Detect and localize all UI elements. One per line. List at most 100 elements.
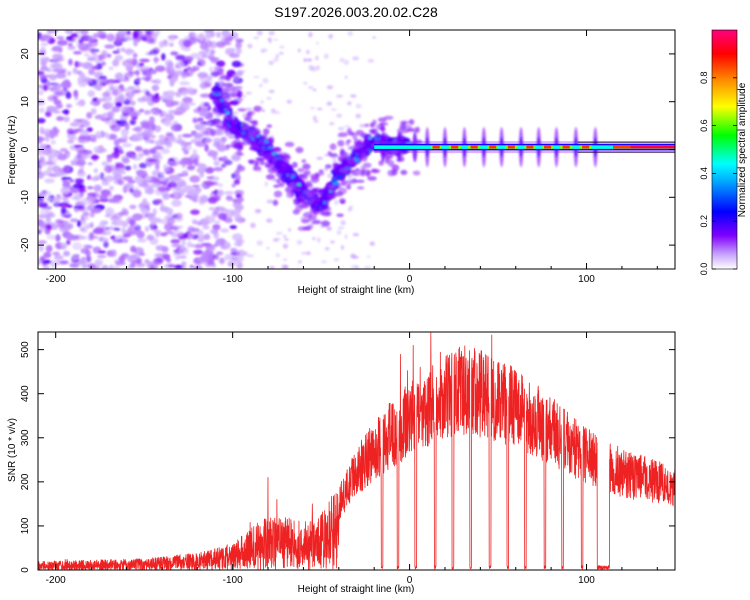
spectrogram-blob [49, 73, 57, 81]
spectrogram-blob [216, 31, 222, 38]
spectrogram-blob [316, 107, 323, 111]
spectrogram-blob [122, 233, 131, 238]
spectrogram-blob [242, 95, 246, 98]
spectrogram-blob [101, 264, 109, 269]
spectrogram-blob [71, 235, 80, 240]
spectrogram-blob [89, 232, 95, 241]
spectrogram-blob [323, 53, 329, 59]
spectrogram-blob [108, 66, 114, 71]
spectrogram-blob [61, 109, 70, 114]
spectrogram-blob [50, 30, 59, 34]
spectrogram-blob [101, 50, 108, 56]
spectrogram-blob [136, 77, 141, 82]
spectrogram-blob [324, 164, 332, 169]
spectrogram-blob [92, 191, 100, 199]
spectrogram-ytick-label: 0 [20, 146, 31, 152]
spectrogram-blob [145, 90, 151, 96]
spectrogram-blob [126, 30, 131, 35]
spectrogram-blob [89, 222, 94, 229]
spectrogram-blob [121, 227, 126, 235]
spectrogram-blob [106, 117, 114, 121]
spectrogram-xtick-label: -100 [223, 274, 243, 285]
spectrogram-blob [39, 57, 50, 62]
spectrogram-blob [253, 36, 259, 40]
spectrogram-blob [218, 257, 225, 265]
spectrogram-blob [145, 30, 152, 35]
spectrogram-blob [273, 147, 281, 151]
spectrogram-blob [55, 219, 64, 224]
spectrogram-blob [154, 198, 163, 204]
spectrogram-blob [132, 163, 138, 170]
spectrogram-blob [46, 234, 57, 240]
spectrogram-blob [56, 103, 63, 109]
spectrogram-blob [78, 124, 85, 129]
spectrogram-blob [273, 237, 281, 241]
spectrogram-blob [63, 116, 70, 123]
spectrogram-blob [341, 152, 350, 160]
spectrogram-blob [265, 174, 276, 180]
figure-title: S197.2026.003.20.02.C28 [274, 4, 438, 20]
spectrogram-blob [86, 127, 93, 133]
spectrogram-blob [143, 131, 152, 138]
spectrogram-blob [205, 167, 215, 174]
spectrogram-blob [60, 57, 65, 61]
spectrogram-blob [291, 161, 298, 168]
spectrogram-blob [160, 202, 165, 211]
spectrogram-blob [114, 72, 124, 80]
spectrogram-blob [399, 123, 406, 131]
snr-plot-area [38, 332, 675, 570]
spectrogram-blob [391, 164, 400, 172]
spectrogram-blob [340, 200, 346, 205]
spectrogram-blob [149, 148, 157, 154]
spectrogram-blob [39, 73, 47, 81]
spectrogram-blob [283, 234, 287, 238]
spectrogram-blob [67, 43, 73, 47]
spectrogram-blob [187, 66, 192, 71]
spectrogram-blob [328, 184, 336, 190]
carrier-peak [451, 145, 459, 149]
spectrogram-blob [355, 129, 365, 136]
spectrogram-blob [106, 33, 116, 42]
spectrogram-blob [217, 110, 223, 115]
spectrogram-blob [124, 183, 135, 190]
spectrogram-blob [59, 68, 67, 73]
spectrogram-blob [237, 108, 247, 112]
spectrogram-blob [112, 168, 122, 177]
spectrogram-blob [275, 53, 280, 59]
carrier-tail-core [630, 145, 675, 149]
spectrogram-blob [214, 254, 219, 261]
spectrogram-blob [149, 222, 157, 231]
spectrogram-blob [209, 57, 220, 61]
spectrogram-blob [90, 265, 101, 269]
spectrogram-blob [169, 42, 174, 47]
spectrogram-blob [52, 251, 61, 256]
spectrogram-blob [204, 143, 209, 152]
spectrogram-blob [58, 202, 70, 208]
spectrogram-blob [106, 154, 115, 159]
spectrogram-blob [300, 202, 311, 209]
spectrogram-blob [179, 81, 191, 86]
spectrogram-blob [308, 58, 312, 62]
spectrogram-blob [115, 101, 123, 108]
spectrogram-blob [257, 146, 267, 151]
spectrogram-blob [152, 208, 157, 216]
spectrogram-blob [51, 165, 61, 173]
spectrogram-blob [153, 146, 164, 150]
spectrogram-blob [47, 95, 59, 102]
spectrogram-blob [44, 74, 52, 78]
spectrogram-blob [208, 253, 214, 261]
spectrogram-blob [281, 264, 288, 269]
spectrogram-blob [148, 37, 155, 44]
spectrogram-blob [93, 97, 98, 103]
spectrogram-blob [321, 260, 328, 264]
spectrogram-blob [83, 53, 90, 57]
spectrogram-blob [116, 48, 121, 52]
spectrogram-blob [143, 149, 151, 156]
carrier-peak [544, 145, 552, 149]
spectrogram-blob [273, 38, 279, 41]
spectrogram-blob [292, 177, 298, 183]
spectrogram-blob [147, 213, 156, 221]
spectrogram-blob [92, 53, 98, 60]
spectrogram-blob [318, 195, 328, 201]
